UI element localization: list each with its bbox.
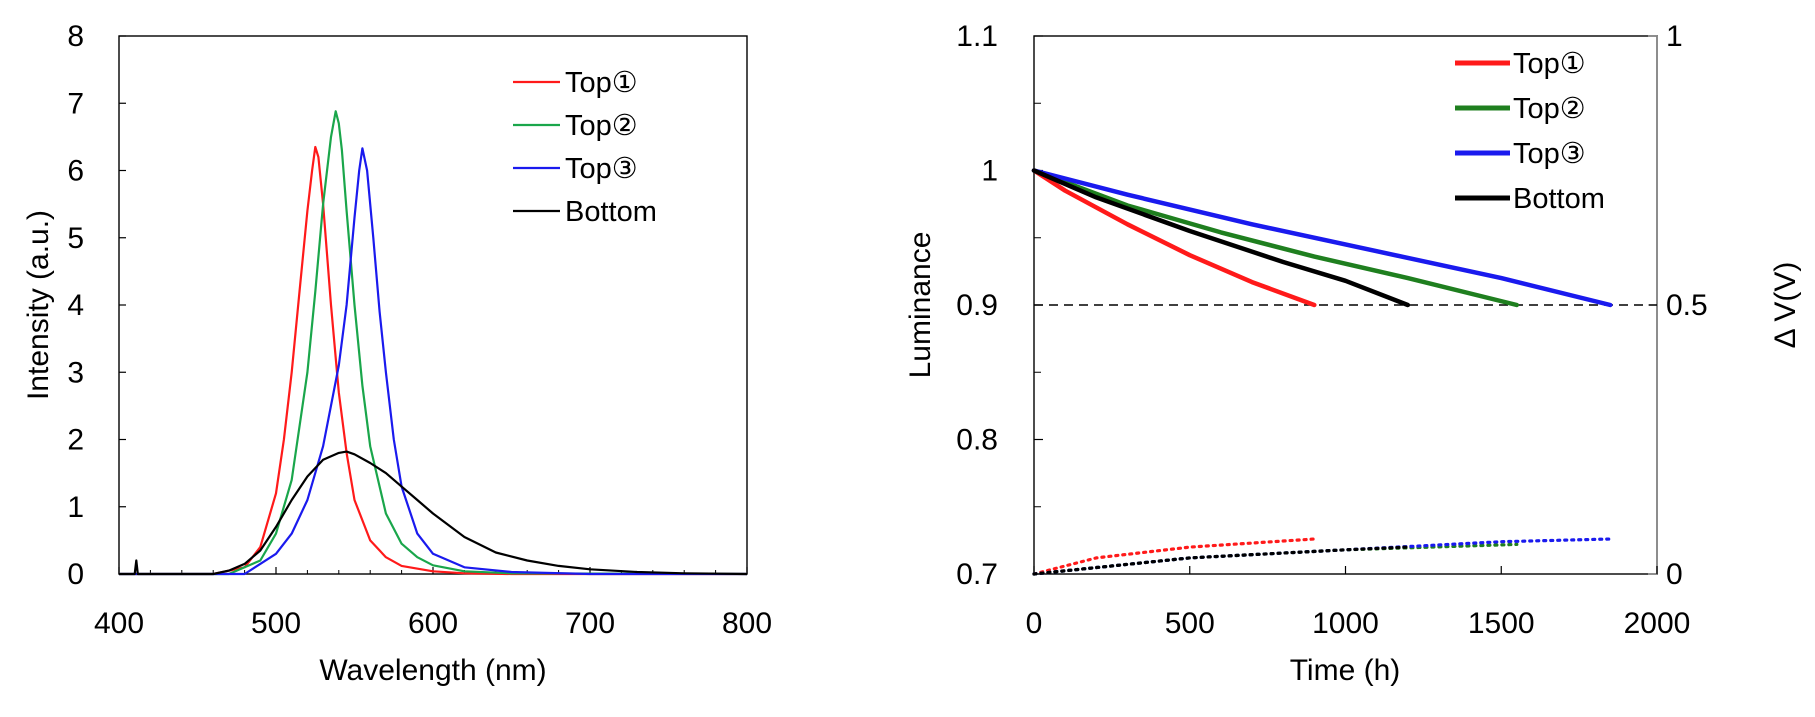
legend-label: Top③ [1513, 138, 1586, 170]
x-tick-label: 2000 [1624, 607, 1691, 640]
y-tick-label: 6 [67, 155, 84, 188]
x-axis-title: Wavelength (nm) [319, 654, 546, 687]
x-tick-label: 600 [408, 607, 458, 640]
x-axis-title: Time (h) [1290, 654, 1401, 687]
luminance-series-line [1031, 168, 1411, 308]
x-tick-label: 500 [251, 607, 301, 640]
series-line [119, 110, 748, 576]
y-tick-label: 0 [67, 558, 84, 591]
x-tick-label: 400 [94, 607, 144, 640]
series-line [119, 147, 747, 576]
x-tick-label: 500 [1165, 607, 1215, 640]
delta-v-series-line [1032, 545, 1410, 576]
legend-label: Top③ [565, 153, 638, 185]
y-tick-label: 2 [67, 424, 84, 457]
delta-v-series-line [1032, 542, 1519, 576]
luminance-chart: 0.7 0.8 0.9 1 1.1 0 0.5 1 0 500 1000 1500 2000 Top① T… [904, 20, 1802, 687]
y-axis-title: Luminance [904, 232, 937, 379]
legend-label: Top① [1513, 48, 1586, 80]
delta-v-series-line [1032, 537, 1316, 576]
series-line [119, 145, 747, 576]
y-tick-label: 7 [67, 87, 84, 120]
y-tick-label: 5 [67, 222, 84, 255]
y-tick-label: 3 [67, 356, 84, 389]
series-line [119, 450, 748, 576]
y-tick-label: 0.8 [956, 424, 998, 457]
y-tick-label: 1 [981, 155, 998, 188]
y2-axis-title: Δ V(V) [1769, 262, 1802, 349]
legend-label: Top① [565, 67, 638, 99]
y2-tick-label: 1 [1666, 20, 1683, 53]
y-tick-label: 0.7 [956, 558, 998, 591]
luminance-series-line [1031, 168, 1317, 308]
plot-area-frame [118, 35, 748, 575]
x-tick-label: 700 [565, 607, 615, 640]
x-tick-label: 0 [1026, 607, 1043, 640]
legend-label: Bottom [1513, 183, 1605, 215]
y-tick-label: 1.1 [956, 20, 998, 53]
y-axis-title: Intensity (a.u.) [22, 210, 55, 400]
spectrum-chart: 0 1 2 3 4 5 6 7 8 400 500 600 700 800 Top① Top② Top③ Bot… [22, 20, 772, 687]
x-tick-label: 1000 [1312, 607, 1379, 640]
y2-tick-label: 0 [1666, 558, 1683, 591]
y2-tick-label: 0.5 [1666, 289, 1708, 322]
legend-label: Top② [1513, 93, 1586, 125]
x-tick-label: 800 [722, 607, 772, 640]
legend-label: Bottom [565, 196, 657, 228]
y-tick-label: 1 [67, 491, 84, 524]
y-tick-label: 8 [67, 20, 84, 53]
y-tick-label: 4 [67, 289, 84, 322]
y-tick-label: 0.9 [956, 289, 998, 322]
delta-v-series-line [1032, 537, 1612, 576]
luminance-series-line [1031, 168, 1520, 308]
legend-label: Top② [565, 110, 638, 142]
luminance-series-line [1031, 168, 1613, 308]
x-tick-label: 1500 [1468, 607, 1535, 640]
